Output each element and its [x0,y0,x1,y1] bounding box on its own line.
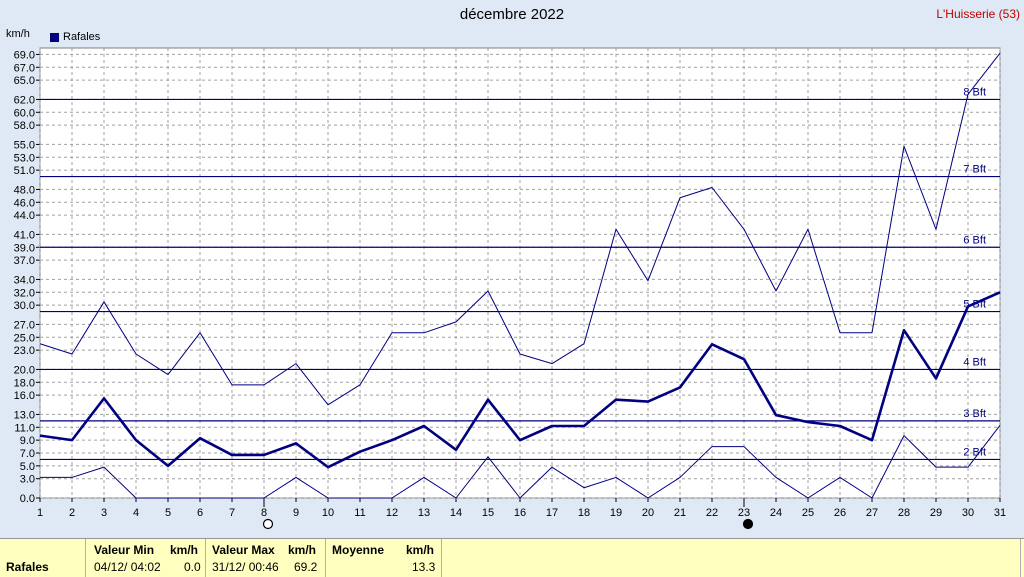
mean-value: 13.3 [412,560,436,574]
max-unit: km/h [288,543,317,557]
x-tick-label: 13 [418,507,430,519]
y-tick-label: 20.0 [14,364,35,376]
legend: Rafales [50,31,100,43]
y-tick-label: 62.0 [14,94,35,106]
y-tick-label: 67.0 [14,62,35,74]
x-tick-label: 25 [802,507,814,519]
y-axis-unit: km/h [6,28,30,40]
min-date: 04/12/ 04:02 [94,560,161,574]
beaufort-label: 2 Bft [963,446,986,458]
y-tick-label: 7.0 [20,448,35,460]
x-tick-label: 8 [261,507,267,519]
footer-row-label: Rafales [6,560,49,574]
beaufort-label: 6 Bft [963,234,986,246]
y-tick-label: 23.0 [14,345,35,357]
series-line-thick [39,291,1001,469]
footer-label-cell: Rafales [0,539,86,577]
new-moon-icon [742,518,754,530]
max-value: 69.2 [294,560,318,574]
y-tick-label: 5.0 [20,461,35,473]
x-tick-label: 30 [962,507,974,519]
min-value: 0.0 [184,560,201,574]
y-tick-label: 37.0 [14,255,35,267]
x-tick-label: 11 [354,507,365,519]
x-tick-label: 29 [930,507,942,519]
y-tick-label: 44.0 [14,210,35,222]
y-tick-label: 48.0 [14,184,35,196]
y-tick-label: 55.0 [14,139,35,151]
y-tick-label: 32.0 [14,287,35,299]
y-tick-label: 9.0 [20,435,35,447]
x-tick-label: 1 [37,507,43,519]
y-tick-label: 25.0 [14,332,35,344]
x-tick-label: 9 [293,507,299,519]
y-tick-label: 58.0 [14,120,35,132]
legend-label: Rafales [63,31,101,43]
y-tick-label: 39.0 [14,242,35,254]
y-tick-label: 46.0 [14,197,35,209]
x-tick-label: 17 [546,507,558,519]
statistics-footer: Rafales Valeur Min km/h 04/12/ 04:02 0.0… [0,538,1024,577]
x-tick-label: 10 [322,507,334,519]
y-tick-label: 41.0 [14,229,35,241]
y-tick-label: 53.0 [14,152,35,164]
y-tick-label: 0.0 [20,493,35,505]
mean-header: Moyenne [332,543,385,557]
x-tick-label: 2 [69,507,75,519]
x-tick-label: 20 [642,507,654,519]
y-tick-label: 11.0 [14,422,35,434]
x-tick-label: 12 [386,507,398,519]
wind-gust-chart: 0.03.05.07.09.011.013.016.018.020.023.02… [14,47,1006,530]
x-tick-label: 19 [610,507,622,519]
x-tick-label: 26 [834,507,846,519]
y-tick-label: 30.0 [14,300,35,312]
x-tick-label: 27 [866,507,878,519]
x-tick-label: 14 [450,507,462,519]
max-date: 31/12/ 00:46 [212,560,279,574]
y-tick-label: 60.0 [14,107,35,119]
y-tick-label: 27.0 [14,319,35,331]
min-header: Valeur Min [94,543,155,557]
footer-end-cell [1020,539,1024,577]
series-line-thin-min [40,425,1001,499]
y-tick-label: 65.0 [14,75,35,87]
x-tick-label: 16 [514,507,526,519]
station-name: L'Huisserie (53) [936,7,1020,21]
x-tick-label: 21 [674,507,686,519]
beaufort-label: 8 Bft [963,86,986,98]
x-tick-label: 28 [898,507,910,519]
beaufort-label: 4 Bft [963,356,986,368]
legend-swatch [50,32,59,42]
x-tick-label: 7 [229,507,235,519]
x-tick-label: 23 [738,507,750,519]
y-tick-label: 13.0 [14,409,35,421]
x-tick-label: 5 [165,507,171,519]
x-tick-label: 3 [101,507,107,519]
x-tick-label: 6 [197,507,203,519]
y-tick-label: 34.0 [14,274,35,286]
beaufort-label: 7 Bft [963,164,986,176]
max-header: Valeur Max [212,543,275,557]
x-tick-label: 24 [770,507,782,519]
full-moon-icon [262,518,274,530]
y-tick-label: 69.0 [14,49,35,61]
footer-max-cell: Valeur Max km/h 31/12/ 00:46 69.2 [206,539,326,577]
series-line-thin-max [39,52,1001,406]
y-tick-label: 51.0 [14,165,35,177]
y-tick-label: 18.0 [14,377,35,389]
x-tick-label: 31 [994,507,1006,519]
mean-unit: km/h [406,543,435,557]
footer-mean-cell: Moyenne km/h 13.3 [326,539,442,577]
y-tick-label: 16.0 [14,390,35,402]
x-tick-label: 4 [133,507,139,519]
footer-min-cell: Valeur Min km/h 04/12/ 04:02 0.0 [86,539,206,577]
x-tick-label: 18 [578,507,590,519]
chart-title: décembre 2022 [459,6,565,23]
x-tick-label: 15 [482,507,494,519]
beaufort-label: 3 Bft [963,408,986,420]
x-tick-label: 22 [706,507,718,519]
min-unit: km/h [170,543,199,557]
y-tick-label: 3.0 [20,474,35,486]
